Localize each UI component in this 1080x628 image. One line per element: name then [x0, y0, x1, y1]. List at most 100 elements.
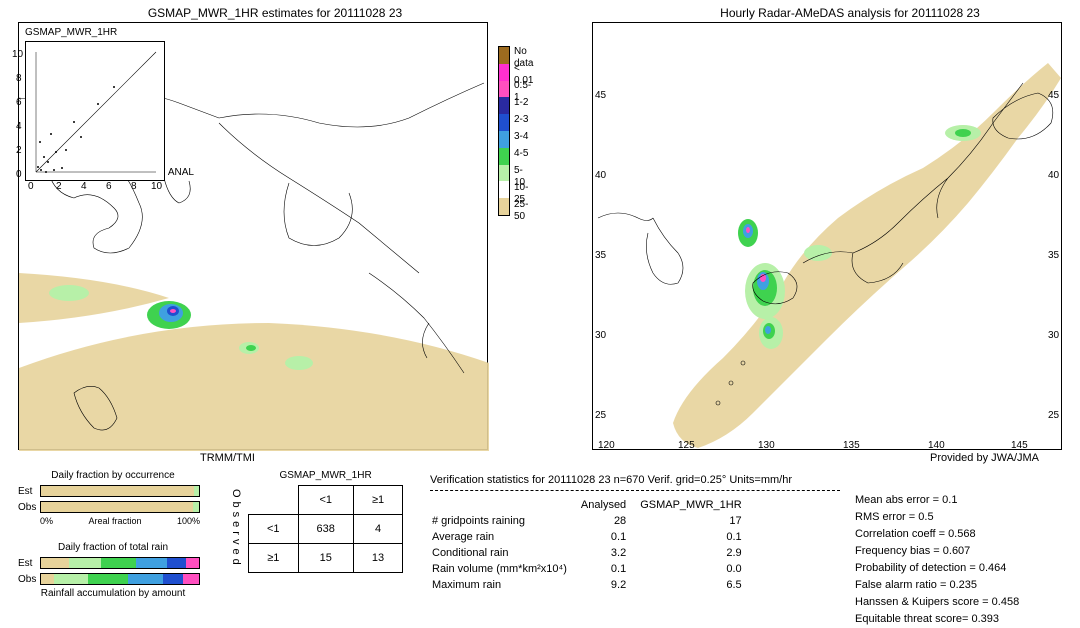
legend-label: 10-25: [514, 182, 533, 199]
fraction-bar-segment: [41, 502, 193, 512]
fraction-bar-row: Est: [18, 484, 208, 498]
fraction-bar: [40, 557, 200, 569]
comp-val-a: 0.1: [581, 562, 638, 576]
svg-text:40: 40: [595, 170, 607, 181]
fraction-bar-segment: [128, 574, 163, 584]
inset-ytick: 0: [16, 169, 22, 180]
score-row: Hanssen & Kuipers score = 0.458: [855, 594, 1019, 611]
legend-label: No data: [514, 46, 533, 63]
color-legend: No data< 0.010.5-11-22-33-44-55-1010-252…: [498, 46, 510, 216]
svg-text:35: 35: [595, 250, 607, 261]
score-row: Correlation coeff = 0.568: [855, 526, 1019, 543]
score-name: Correlation coeff: [855, 528, 936, 540]
inset-ytick: 4: [16, 121, 22, 132]
right-map-title: Hourly Radar-AMeDAS analysis for 2011102…: [640, 6, 1060, 20]
fraction-total-footer: Rainfall accumulation by amount: [18, 588, 208, 599]
legend-label: 0.5-1: [514, 80, 533, 97]
fraction-occ-title: Daily fraction by occurrence: [18, 470, 208, 481]
score-value: 0.458: [992, 596, 1020, 608]
score-value: 0.568: [948, 528, 976, 540]
fraction-bar-segment: [193, 502, 199, 512]
legend-label: 2-3: [514, 114, 533, 131]
comp-row-name: Conditional rain: [432, 546, 579, 560]
fraction-bar: [40, 573, 200, 585]
score-name: Equitable threat score=: [855, 613, 968, 625]
fo-axis-right: 100%: [177, 516, 200, 526]
fraction-bar-label: Obs: [18, 502, 40, 513]
inset-ytick: 6: [16, 97, 22, 108]
inset-top-label: GSMAP_MWR_1HR: [25, 27, 117, 38]
score-name: Frequency bias: [855, 545, 930, 557]
ct-cell: 4: [353, 515, 402, 544]
fraction-bar-segment: [167, 558, 186, 568]
svg-text:25: 25: [595, 410, 607, 421]
inset-xtick: 2: [56, 181, 62, 192]
svg-text:140: 140: [928, 440, 945, 451]
svg-text:125: 125: [678, 440, 695, 451]
inset-ytick: 10: [12, 49, 23, 60]
ct-row-header: ≥1: [249, 544, 299, 573]
svg-text:45: 45: [1048, 90, 1060, 101]
legend-label: 25-50: [514, 199, 533, 216]
ct-col-header: ≥1: [353, 486, 402, 515]
score-value: 0.607: [943, 545, 971, 557]
legend-label: 3-4: [514, 131, 533, 148]
fraction-total-block: Daily fraction of total rain Est Obs Rain…: [18, 542, 208, 599]
fraction-bar-label: Obs: [18, 574, 40, 585]
score-row: Probability of detection = 0.464: [855, 560, 1019, 577]
fraction-bar: [40, 501, 200, 513]
score-name: RMS error: [855, 511, 906, 523]
right-map-footer: Provided by JWA/JMA: [930, 452, 1039, 464]
comp-col1: Analysed: [581, 498, 638, 512]
fraction-bar-segment: [194, 486, 199, 496]
svg-text:30: 30: [1048, 330, 1060, 341]
fraction-bar-segment: [163, 574, 184, 584]
comp-val-b: 17: [640, 514, 753, 528]
inset-right-label: ANAL: [168, 167, 194, 178]
contingency-block: GSMAP_MWR_1HR Observed <1 ≥1 <1 638 4 ≥1…: [230, 470, 403, 573]
fraction-bar-segment: [186, 558, 199, 568]
left-map-panel: GSMAP_MWR_1HR ANAL 0 2 4 6 8 10 0 2 4 6 …: [18, 22, 488, 450]
score-name: Mean abs error: [855, 494, 930, 506]
fraction-occurrence-block: Daily fraction by occurrence EstObs 0% A…: [18, 470, 208, 526]
comp-val-a: 0.1: [581, 530, 638, 544]
fraction-bar-segment: [41, 558, 69, 568]
fraction-bar-row: Obs: [18, 500, 208, 514]
fraction-bar-segment: [101, 558, 136, 568]
fo-axis-mid: Areal fraction: [88, 516, 141, 526]
score-value: 0.393: [972, 613, 1000, 625]
score-row: RMS error = 0.5: [855, 509, 1019, 526]
legend-label: 1-2: [514, 97, 533, 114]
score-value: 0.235: [949, 579, 977, 591]
svg-text:130: 130: [758, 440, 775, 451]
contingency-table: <1 ≥1 <1 638 4 ≥1 15 13: [248, 485, 403, 573]
inset-xtick: 8: [131, 181, 137, 192]
svg-text:145: 145: [1011, 440, 1028, 451]
inset-xtick: 10: [151, 181, 162, 192]
inset-xtick: 0: [28, 181, 34, 192]
comp-row-name: Maximum rain: [432, 578, 579, 592]
score-value: 0.464: [979, 562, 1007, 574]
inset-xtick: 6: [106, 181, 112, 192]
comp-row-name: Average rain: [432, 530, 579, 544]
fraction-total-title: Daily fraction of total rain: [18, 542, 208, 553]
left-map-footer: TRMM/TMI: [200, 452, 255, 464]
comp-val-a: 3.2: [581, 546, 638, 560]
comp-val-b: 2.9: [640, 546, 753, 560]
fraction-bar: [40, 485, 200, 497]
comp-row-name: Rain volume (mm*km²x10⁴): [432, 562, 579, 576]
verification-header: Verification statistics for 20111028 23 …: [430, 474, 792, 486]
svg-text:40: 40: [1048, 170, 1060, 181]
comparison-block: Analysed GSMAP_MWR_1HR # gridpoints rain…: [430, 496, 756, 594]
score-name: Probability of detection: [855, 562, 966, 574]
comp-val-a: 28: [581, 514, 638, 528]
svg-text:30: 30: [595, 330, 607, 341]
fraction-bar-segment: [54, 574, 89, 584]
fraction-bar-row: Est: [18, 556, 208, 570]
scores-block: Mean abs error = 0.1RMS error = 0.5Corre…: [855, 492, 1019, 628]
score-row: False alarm ratio = 0.235: [855, 577, 1019, 594]
comp-val-b: 6.5: [640, 578, 753, 592]
comp-row-name: # gridpoints raining: [432, 514, 579, 528]
right-map-panel: 120 125 130 135 140 145 25 30 35 40 45 2…: [592, 22, 1062, 450]
ct-row-header: <1: [249, 515, 299, 544]
